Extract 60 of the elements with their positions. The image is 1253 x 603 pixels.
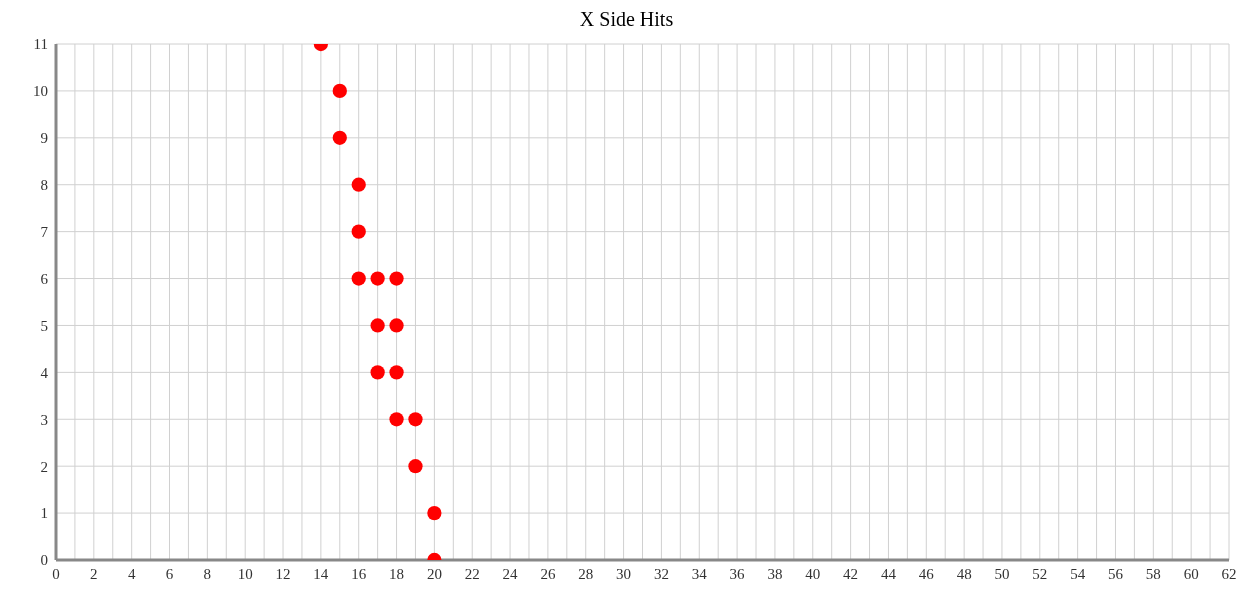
- x-tick-label: 42: [843, 565, 859, 582]
- y-tick-label: 11: [33, 36, 48, 53]
- x-tick-label: 48: [956, 565, 972, 582]
- y-tick-label: 5: [40, 317, 48, 334]
- x-tick-label: 50: [994, 565, 1010, 582]
- y-tick-label: 4: [40, 364, 49, 381]
- x-tick-label: 28: [578, 565, 594, 582]
- x-tick-label: 10: [237, 565, 253, 582]
- point: [351, 271, 366, 286]
- x-tick-label: 4: [127, 565, 136, 582]
- x-tick-label: 56: [1107, 565, 1124, 582]
- x-tick-label: 60: [1183, 565, 1199, 582]
- y-tick-label: 3: [40, 411, 48, 428]
- x-tick-label: 46: [918, 565, 935, 582]
- y-tick-label: 9: [40, 130, 48, 147]
- x-tick-label: 20: [426, 565, 442, 582]
- x-tick-label: 62: [1221, 565, 1237, 582]
- y-tick-label: 1: [40, 505, 48, 522]
- point: [370, 271, 385, 286]
- y-tick-label: 2: [40, 458, 48, 475]
- y-tick-label: 7: [40, 223, 49, 240]
- x-tick-label: 44: [880, 565, 897, 582]
- x-tick-label: 12: [275, 565, 291, 582]
- point: [351, 224, 366, 239]
- x-tick-label: 14: [313, 565, 329, 582]
- x-tick-label: 16: [351, 565, 367, 582]
- x-tick-label: 2: [90, 565, 98, 582]
- y-tick-label: 8: [40, 177, 48, 194]
- point: [351, 177, 366, 192]
- point: [427, 505, 442, 521]
- x-tick-label: 22: [464, 565, 480, 582]
- chart-title: X Side Hits: [578, 8, 675, 32]
- point: [389, 365, 404, 380]
- x-tick-label: 6: [165, 565, 174, 582]
- y-tick-label: 0: [40, 552, 48, 569]
- x-tick-label: 0: [52, 565, 60, 582]
- x-tick-label: 8: [203, 565, 212, 582]
- point: [408, 459, 423, 474]
- point: [389, 271, 404, 286]
- y-tick-label: 6: [40, 270, 49, 287]
- x-tick-label: 40: [805, 565, 821, 582]
- x-tick-label: 32: [653, 565, 669, 582]
- point: [389, 318, 404, 333]
- point: [332, 130, 347, 145]
- point: [408, 412, 423, 427]
- x-tick-label: 18: [389, 565, 405, 582]
- x-tick-label: 30: [616, 565, 632, 582]
- point: [389, 412, 404, 427]
- y-tick-label: 10: [33, 83, 48, 100]
- point: [370, 318, 385, 333]
- point: [370, 365, 385, 380]
- x-tick-label: 38: [767, 565, 783, 582]
- x-tick-label: 54: [1070, 565, 1086, 582]
- point: [332, 83, 347, 99]
- x-tick-label: 52: [1032, 565, 1048, 582]
- x-tick-label: 36: [729, 565, 746, 582]
- x-tick-label: 24: [502, 565, 519, 582]
- x-tick-label: 58: [1145, 565, 1161, 582]
- x-tick-label: 26: [540, 565, 556, 582]
- x-tick-label: 34: [691, 565, 708, 582]
